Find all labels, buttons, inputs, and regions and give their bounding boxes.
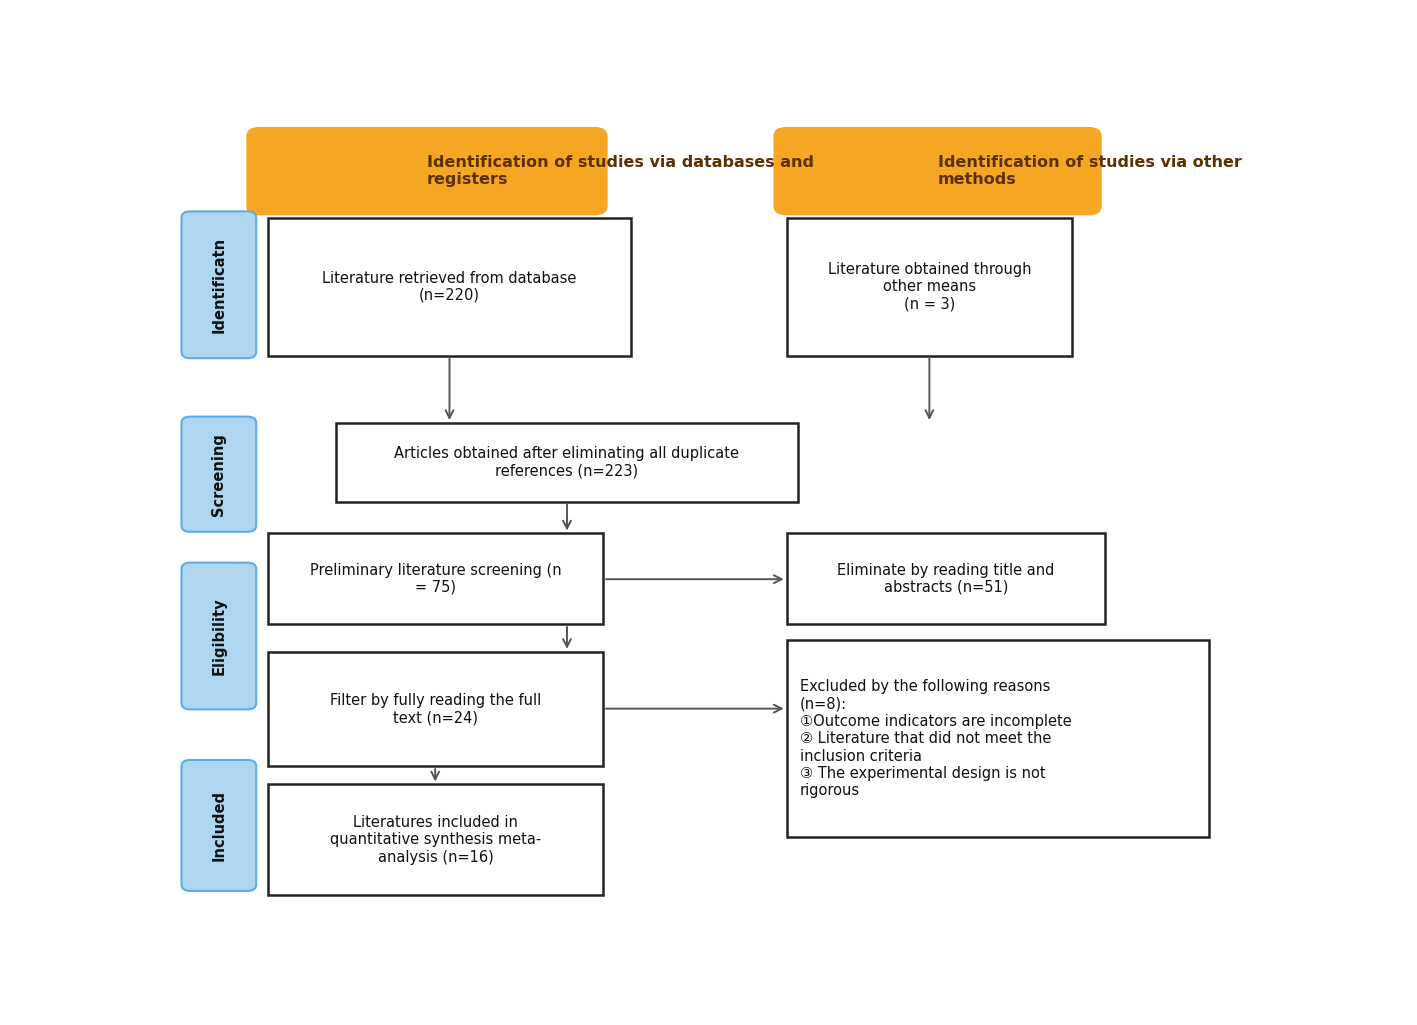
Text: Eligibility: Eligibility [211, 598, 227, 674]
FancyBboxPatch shape [268, 217, 631, 356]
Text: Literature obtained through
other means
(n = 3): Literature obtained through other means … [828, 261, 1032, 312]
FancyBboxPatch shape [181, 563, 256, 709]
FancyBboxPatch shape [181, 416, 256, 532]
FancyBboxPatch shape [774, 127, 1102, 215]
Text: Filter by fully reading the full
text (n=24): Filter by fully reading the full text (n… [330, 693, 541, 726]
Text: Articles obtained after eliminating all duplicate
references (n=223): Articles obtained after eliminating all … [394, 446, 740, 479]
FancyBboxPatch shape [786, 640, 1210, 837]
FancyBboxPatch shape [181, 760, 256, 891]
FancyBboxPatch shape [268, 652, 604, 767]
FancyBboxPatch shape [268, 784, 604, 895]
Text: Preliminary literature screening (n
= 75): Preliminary literature screening (n = 75… [310, 563, 561, 594]
Text: Included: Included [211, 790, 227, 861]
FancyBboxPatch shape [268, 533, 604, 624]
FancyBboxPatch shape [786, 217, 1073, 356]
Text: Identification of studies via databases and
registers: Identification of studies via databases … [427, 155, 813, 188]
Text: Literatures included in
quantitative synthesis meta-
analysis (n=16): Literatures included in quantitative syn… [330, 815, 541, 864]
Text: Excluded by the following reasons
(n=8):
①Outcome indicators are incomplete
② Li: Excluded by the following reasons (n=8):… [799, 679, 1071, 798]
FancyBboxPatch shape [247, 127, 608, 215]
Text: Screening: Screening [211, 433, 227, 516]
FancyBboxPatch shape [336, 423, 798, 502]
FancyBboxPatch shape [181, 211, 256, 358]
Text: Identification of studies via other
methods: Identification of studies via other meth… [938, 155, 1241, 188]
FancyBboxPatch shape [786, 533, 1105, 624]
Text: Eliminate by reading title and
abstracts (n=51): Eliminate by reading title and abstracts… [837, 563, 1054, 594]
Text: Literature retrieved from database
(n=220): Literature retrieved from database (n=22… [322, 271, 577, 303]
Text: Identificatn: Identificatn [211, 237, 227, 333]
